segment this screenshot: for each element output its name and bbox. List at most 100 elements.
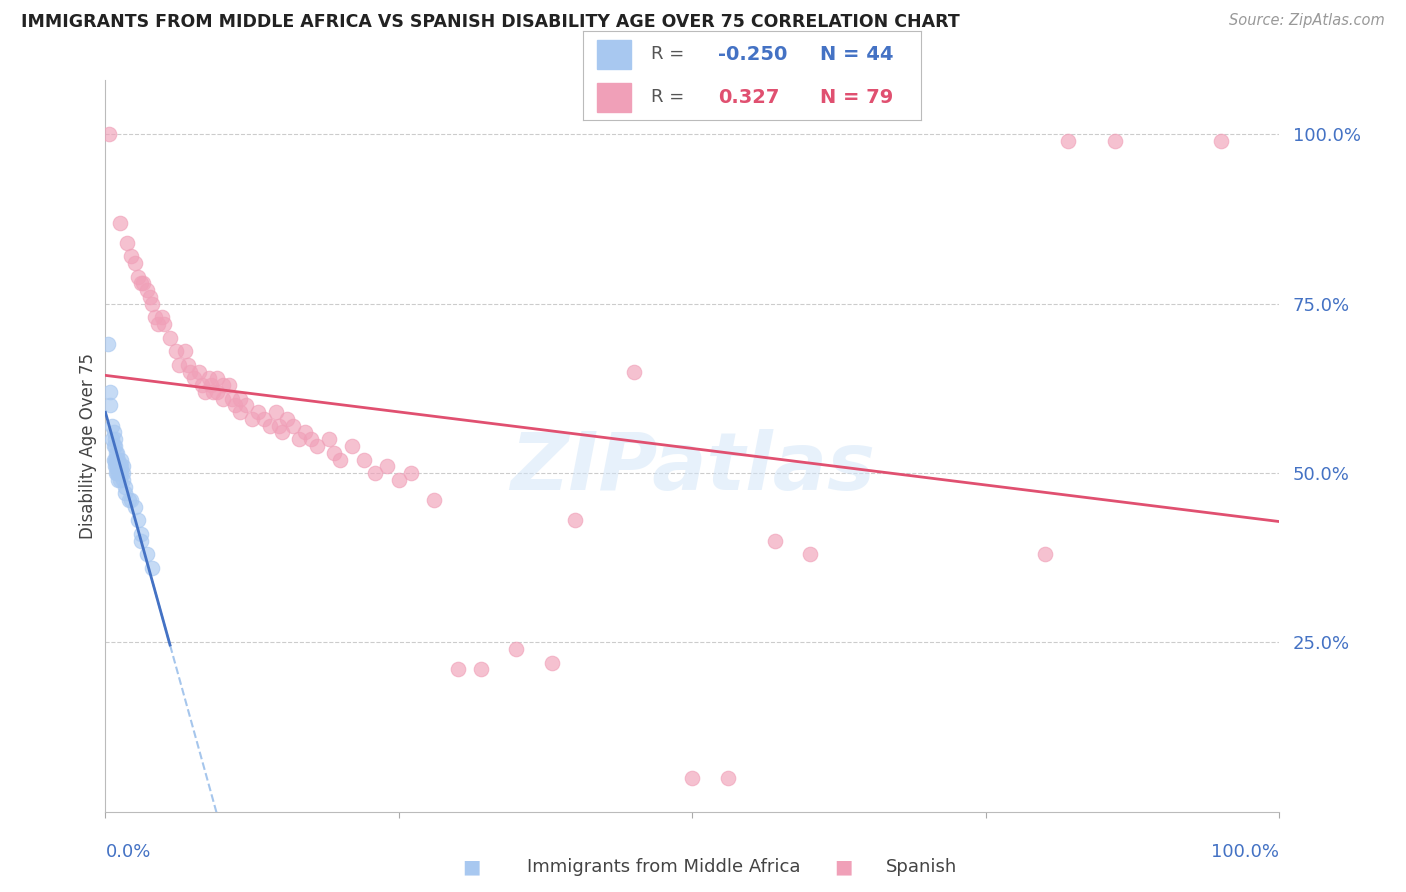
Point [107,452,129,467]
Point [159,331,181,345]
Point [190,378,212,392]
Point [105,446,128,460]
Point [110,466,132,480]
Point [103,439,125,453]
Point [118,493,141,508]
Point [1057,134,1080,148]
Text: -0.250: -0.250 [718,45,787,64]
Point [540,656,562,670]
Text: ■: ■ [834,857,853,877]
Point [1209,134,1232,148]
Point [104,459,127,474]
Point [681,771,703,785]
Point [105,452,128,467]
Point [218,378,240,392]
Text: ZIPatlas: ZIPatlas [510,429,875,507]
Point [423,493,446,508]
Text: Spanish: Spanish [886,858,957,876]
Bar [598,83,631,112]
Text: N = 44: N = 44 [820,45,893,64]
Point [105,466,128,480]
Point [108,459,131,474]
Point [399,466,422,480]
Point [114,480,136,494]
Point [143,310,166,325]
Point [270,425,292,440]
Point [98,384,121,399]
Point [103,425,125,440]
Point [318,432,340,446]
Y-axis label: Disability Age Over 75: Disability Age Over 75 [79,353,97,539]
Point [340,439,363,453]
Point [127,514,149,528]
Point [188,364,211,378]
Text: 0.327: 0.327 [718,87,780,107]
Point [120,493,142,508]
Point [108,215,131,229]
Point [98,398,121,412]
Point [129,527,152,541]
Point [107,473,129,487]
Point [101,418,124,433]
Point [129,277,152,291]
Point [364,466,387,480]
Point [139,290,162,304]
Bar [598,40,631,69]
Point [799,547,821,561]
Point [329,452,352,467]
Point [107,466,129,480]
Point [169,358,191,372]
Point [129,533,152,548]
Text: R =: R = [651,45,690,63]
Point [104,439,127,453]
Point [763,533,786,548]
Point [323,446,346,460]
Point [229,405,252,419]
Point [141,297,163,311]
Point [110,452,132,467]
Text: 0.0%: 0.0% [105,843,150,861]
Point [112,459,135,474]
Point [108,473,131,487]
Point [305,439,328,453]
Text: R =: R = [651,88,696,106]
Point [200,378,222,392]
Point [104,452,127,467]
Point [120,249,142,263]
Point [253,412,276,426]
Point [132,277,155,291]
Point [205,371,228,385]
Point [108,466,131,480]
Point [141,561,163,575]
Point [221,392,243,406]
Point [276,412,298,426]
Point [153,317,176,331]
Point [623,364,645,378]
Point [165,344,187,359]
Text: N = 79: N = 79 [820,87,893,107]
Point [104,432,127,446]
Point [299,432,322,446]
Point [269,418,291,433]
Point [240,412,263,426]
Point [259,418,281,433]
Point [127,269,149,284]
Point [114,486,136,500]
Point [211,392,233,406]
Point [288,432,311,446]
Point [105,452,128,467]
Point [135,283,157,297]
Point [717,771,740,785]
Point [124,256,146,270]
Point [235,398,257,412]
Point [112,473,135,487]
Point [229,392,252,406]
Point [197,371,219,385]
Text: 100.0%: 100.0% [1212,843,1279,861]
Point [176,358,198,372]
Point [174,344,197,359]
Point [470,663,492,677]
Point [105,459,128,474]
Point [97,337,120,351]
Point [112,466,135,480]
